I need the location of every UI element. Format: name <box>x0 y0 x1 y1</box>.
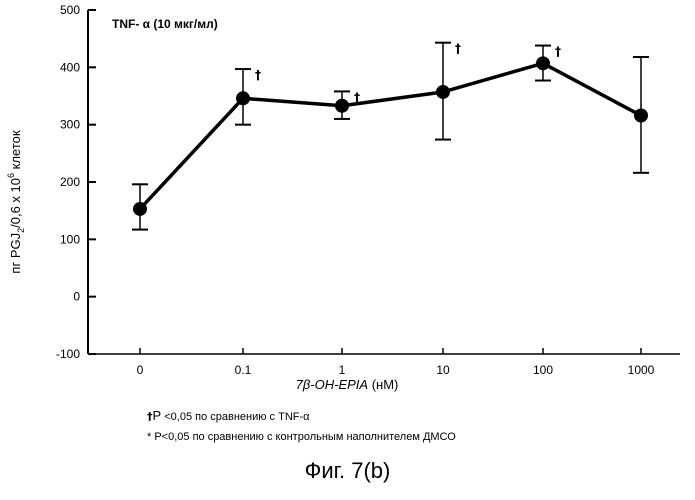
x-tick-label: 100 <box>533 363 553 377</box>
x-tick-label: 10 <box>436 363 450 377</box>
x-axis-label-unit: (нМ) <box>372 377 399 392</box>
data-point <box>335 99 349 113</box>
y-tick-label: -100 <box>56 347 80 361</box>
y-tick-label: 300 <box>60 118 80 132</box>
x-tick-label: 1000 <box>628 363 655 377</box>
y-tick-label: 500 <box>60 3 80 17</box>
data-point <box>436 85 450 99</box>
y-tick-label: 400 <box>60 60 80 74</box>
y-tick-label: 0 <box>73 290 80 304</box>
footnote-significance-dmso: * P<0,05 по сравнению с контрольным напо… <box>147 431 456 443</box>
series-line <box>140 63 641 209</box>
y-axis-label-part: /0,6 x 10 <box>8 178 23 228</box>
footnote-p: P <box>153 408 162 423</box>
y-axis: -100 0 100 200 300 400 500 <box>56 3 96 361</box>
x-axis-label: 7β-OH-EPIA (нМ) <box>296 377 399 392</box>
data-point <box>133 202 147 216</box>
y-axis-label: пг PGJ2/0,6 x 106 клеток <box>6 130 26 273</box>
data-point <box>236 91 250 105</box>
x-tick-label: 0.1 <box>235 363 252 377</box>
y-tick-label: 100 <box>60 232 80 246</box>
x-tick-label: 0 <box>137 363 144 377</box>
x-axis-label-name: 7β-OH-EPIA <box>296 377 368 392</box>
footnote-text: * P<0,05 по сравнению с контрольным напо… <box>147 431 456 443</box>
significance-mark: † <box>455 42 461 56</box>
data-point <box>634 108 648 122</box>
data-point <box>536 56 550 70</box>
chart-annotation: TNF- α (10 мкг/мл) <box>112 17 218 31</box>
y-axis-label-part: пг PGJ <box>8 233 23 274</box>
x-tick-label: 1 <box>339 363 346 377</box>
plot-area: † † † † <box>132 42 649 230</box>
footnote-significance-tnf: †P <0,05 по сравнению с TNF-α <box>147 408 310 423</box>
y-axis-label-part: клеток <box>8 130 23 173</box>
significance-mark: † <box>354 90 360 104</box>
significance-mark: † <box>555 45 561 59</box>
significance-mark: † <box>255 68 261 82</box>
figure-caption: Фиг. 7(b) <box>0 458 695 484</box>
y-tick-label: 200 <box>60 175 80 189</box>
x-axis: 0 0.1 1 10 100 1000 <box>88 348 680 377</box>
footnote-text: <0,05 по сравнению с TNF-α <box>161 411 309 423</box>
